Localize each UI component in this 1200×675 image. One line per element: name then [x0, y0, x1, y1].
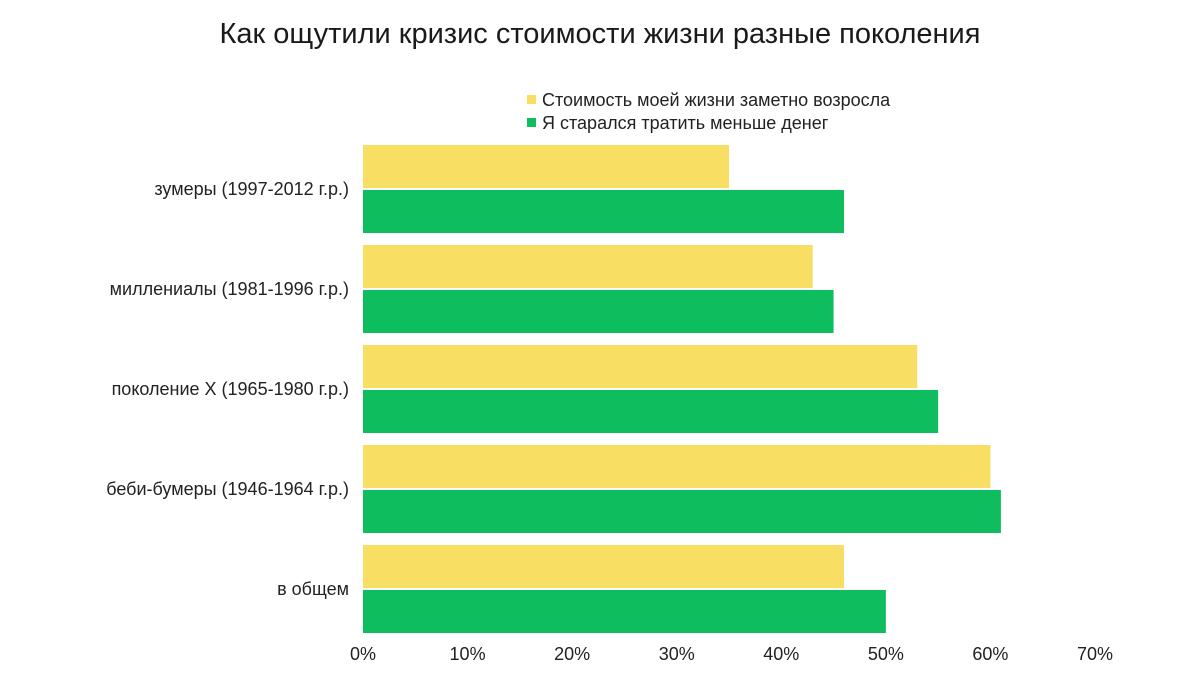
legend-swatch-1: [527, 95, 536, 104]
category-label-2: миллениалы (1981-1996 г.р.): [110, 279, 349, 299]
x-tick-label-1: 0%: [350, 644, 376, 664]
bar-1-series-2: [363, 190, 845, 233]
x-tick-label-3: 20%: [554, 644, 590, 664]
category-label-5: в общем: [277, 579, 349, 599]
bar-1-series-1: [363, 145, 729, 188]
x-tick-label-6: 50%: [868, 644, 904, 664]
bar-4-series-1: [363, 445, 991, 488]
x-tick-label-2: 10%: [450, 644, 486, 664]
bar-3-series-2: [363, 390, 939, 433]
bar-4-series-2: [363, 490, 1001, 533]
x-tick-label-8: 70%: [1077, 644, 1113, 664]
category-label-1: зумеры (1997-2012 г.р.): [154, 179, 349, 199]
bar-2-series-2: [363, 290, 834, 333]
x-tick-label-7: 60%: [972, 644, 1008, 664]
bars: [363, 145, 1001, 633]
bar-3-series-1: [363, 345, 918, 388]
legend-label-2: Я старался тратить меньше денег: [542, 113, 829, 133]
x-axis-ticks: 0% 10% 20% 30% 40% 50% 60% 70%: [350, 644, 1113, 664]
legend-swatch-2: [527, 118, 536, 127]
bar-5-series-2: [363, 590, 886, 633]
bar-5-series-1: [363, 545, 845, 588]
bar-2-series-1: [363, 245, 813, 288]
chart-title: Как ощутили кризис стоимости жизни разны…: [219, 18, 981, 50]
category-label-3: поколение X (1965-1980 г.р.): [112, 379, 349, 399]
legend: Стоимость моей жизни заметно возросла Я с…: [527, 90, 891, 133]
category-labels: зумеры (1997-2012 г.р.) миллениалы (1981-…: [106, 179, 349, 599]
x-tick-label-4: 30%: [659, 644, 695, 664]
category-label-4: беби-бумеры (1946-1964 г.р.): [106, 479, 349, 499]
x-tick-label-5: 40%: [763, 644, 799, 664]
legend-label-1: Стоимость моей жизни заметно возросла: [542, 90, 891, 110]
